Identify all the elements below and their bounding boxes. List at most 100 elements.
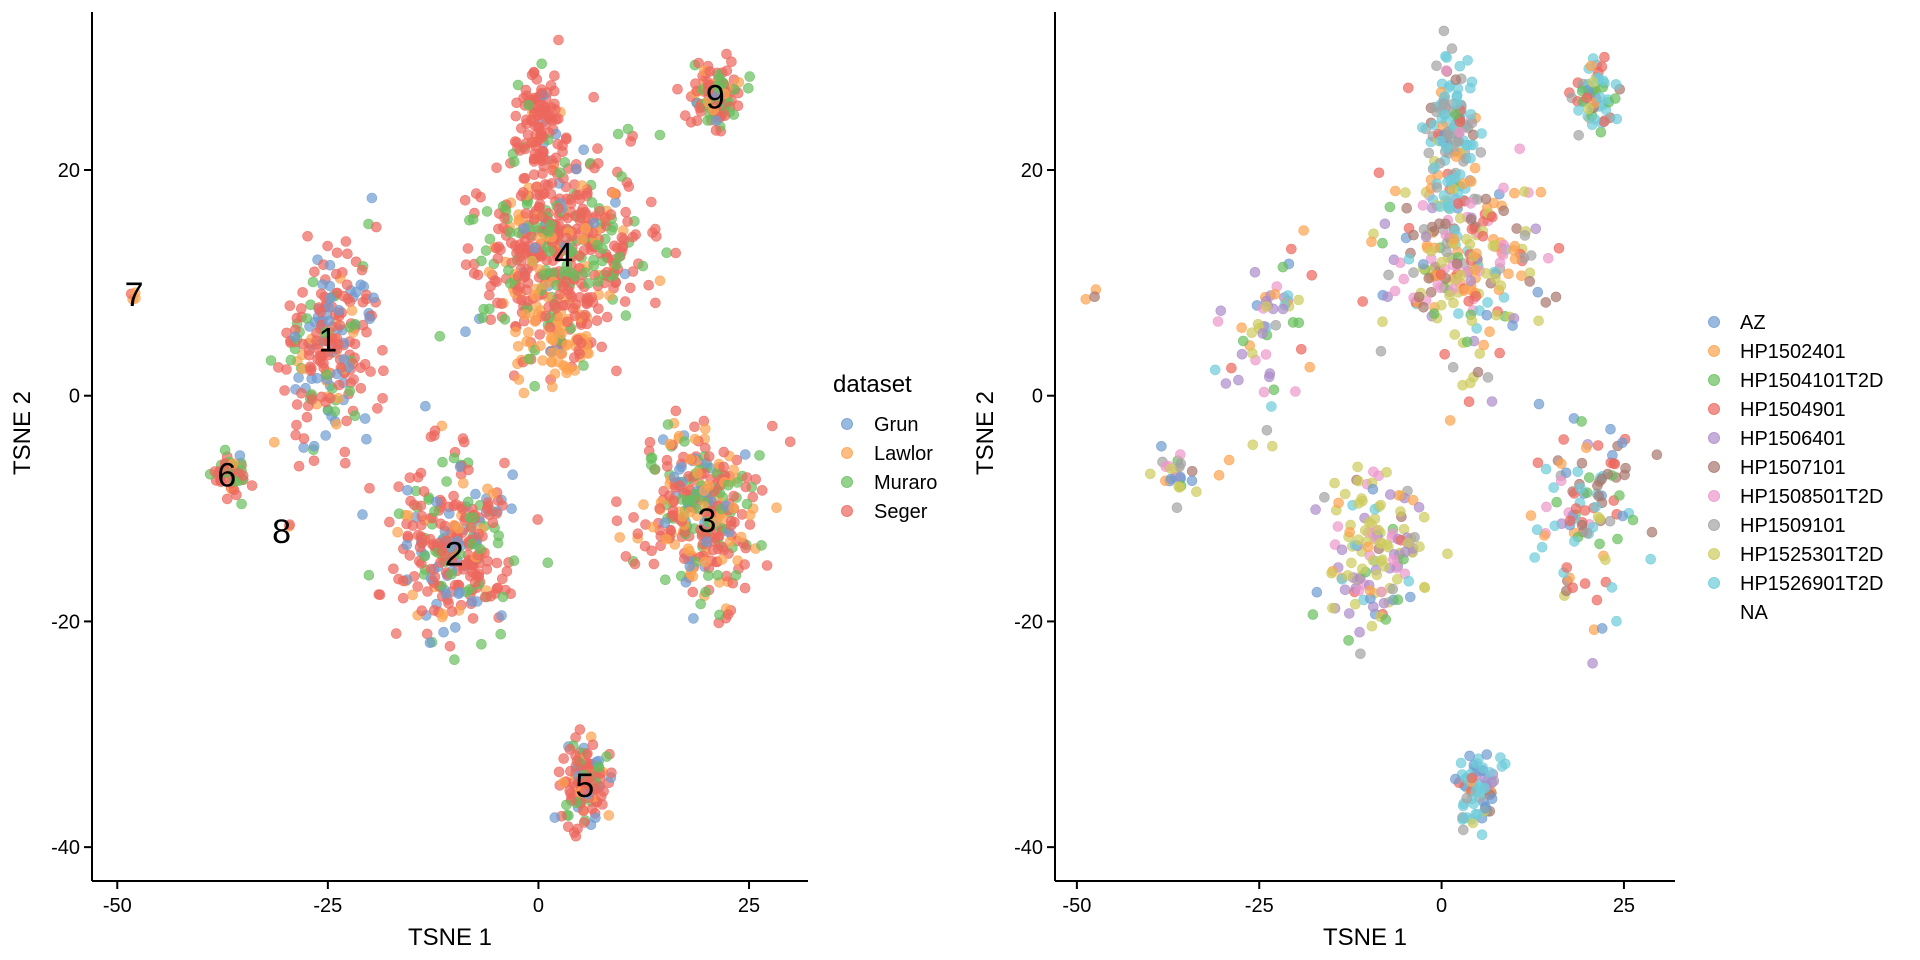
point-seger bbox=[586, 292, 598, 303]
point-hp1506401 bbox=[1236, 348, 1248, 360]
point-seger bbox=[416, 537, 428, 549]
point-hp1526901t2d bbox=[1440, 142, 1452, 154]
point-seger bbox=[756, 485, 768, 496]
point-hp1526901t2d bbox=[1458, 812, 1469, 824]
point-seger bbox=[459, 195, 471, 206]
point-muraro bbox=[700, 586, 711, 598]
point-hp1509101 bbox=[1446, 43, 1458, 54]
point-hp1525301t2d bbox=[1594, 513, 1606, 525]
point-hp1508501t2d bbox=[1394, 257, 1406, 269]
point-hp1525301t2d bbox=[1191, 486, 1202, 498]
point-seger bbox=[739, 559, 750, 570]
point-seger bbox=[342, 248, 353, 260]
point-muraro bbox=[542, 557, 554, 569]
point-seger bbox=[586, 803, 598, 815]
point-hp1508501t2d bbox=[1541, 501, 1552, 513]
point-hp1525301t2d bbox=[1373, 524, 1384, 536]
point-muraro bbox=[344, 385, 356, 397]
point-lawlor bbox=[546, 381, 558, 393]
point-seger bbox=[365, 366, 376, 377]
legend-label-muraro: Muraro bbox=[874, 472, 937, 494]
point-seger bbox=[582, 774, 593, 786]
point-seger bbox=[318, 358, 329, 369]
point-seger bbox=[562, 212, 574, 224]
point-seger bbox=[579, 309, 591, 321]
point-seger bbox=[331, 247, 343, 259]
right-scatter-points bbox=[1080, 25, 1663, 841]
point-hp1504901 bbox=[1558, 434, 1569, 445]
point-lawlor bbox=[549, 368, 561, 380]
point-seger bbox=[303, 349, 315, 361]
point-muraro bbox=[285, 354, 297, 366]
point-hp1506401 bbox=[1379, 218, 1391, 230]
point-seger bbox=[539, 102, 551, 113]
point-lawlor bbox=[546, 347, 558, 359]
point-seger bbox=[588, 783, 600, 794]
point-hp1526901t2d bbox=[1453, 308, 1464, 319]
point-seger bbox=[618, 234, 630, 245]
legend-label-na: NA bbox=[1740, 602, 1768, 624]
legend-swatch-seger bbox=[841, 505, 853, 517]
point-seger bbox=[702, 86, 714, 97]
point-az bbox=[1605, 423, 1616, 435]
point-hp1502401 bbox=[1450, 151, 1462, 162]
point-seger bbox=[515, 243, 527, 255]
point-hp1502401 bbox=[1503, 268, 1514, 280]
legend-swatch-lawlor bbox=[841, 447, 853, 459]
point-hp1502401 bbox=[1484, 326, 1495, 338]
point-seger bbox=[710, 125, 722, 136]
point-grun bbox=[438, 626, 449, 638]
point-hp1504901 bbox=[1452, 198, 1464, 209]
point-hp1502401 bbox=[1080, 293, 1092, 305]
point-seger bbox=[562, 316, 573, 328]
point-seger bbox=[246, 480, 258, 491]
point-az bbox=[1156, 440, 1167, 452]
point-hp1504101t2d bbox=[1343, 635, 1354, 646]
point-hp1526901t2d bbox=[1438, 190, 1450, 201]
point-seger bbox=[667, 509, 679, 521]
point-lawlor bbox=[577, 233, 589, 245]
point-seger bbox=[237, 470, 249, 481]
point-seger bbox=[611, 515, 623, 527]
point-seger bbox=[549, 70, 560, 81]
point-az bbox=[1405, 591, 1416, 603]
point-seger bbox=[569, 310, 581, 322]
point-hp1525301t2d bbox=[1419, 581, 1430, 593]
point-hp1508501t2d bbox=[1368, 466, 1379, 478]
legend-label-seger: Seger bbox=[874, 501, 928, 523]
point-hp1504901 bbox=[1494, 347, 1505, 359]
left-y-ticks: -40 -20 0 20 bbox=[51, 160, 92, 859]
point-grun bbox=[401, 539, 413, 551]
point-grun bbox=[333, 304, 345, 316]
left-x-ticks: -50 -25 0 25 bbox=[103, 881, 760, 917]
point-seger bbox=[532, 514, 544, 525]
point-seger bbox=[492, 253, 504, 264]
point-hp1506401 bbox=[1486, 396, 1498, 407]
point-hp1504101t2d bbox=[1612, 533, 1623, 545]
donor-legend: AZ HP1502401 HP1504101T2D HP1504901 HP150640… bbox=[1708, 312, 1883, 624]
left-scatter-points bbox=[125, 34, 796, 842]
point-seger bbox=[284, 519, 296, 531]
point-hp1504901 bbox=[1463, 396, 1475, 408]
point-grun bbox=[590, 812, 601, 824]
point-seger bbox=[560, 299, 571, 311]
point-hp1526901t2d bbox=[1476, 128, 1487, 139]
point-hp1504901 bbox=[1435, 269, 1447, 280]
point-grun bbox=[466, 596, 478, 607]
point-muraro bbox=[454, 548, 466, 560]
point-hp1525301t2d bbox=[1342, 570, 1354, 581]
point-hp1509101 bbox=[1355, 648, 1366, 660]
point-hp1508501t2d bbox=[1454, 127, 1465, 138]
point-seger bbox=[412, 581, 424, 592]
point-seger bbox=[416, 605, 428, 617]
legend-swatch-hp1526901t2d bbox=[1708, 577, 1720, 589]
point-seger bbox=[661, 454, 673, 466]
point-grun bbox=[298, 442, 310, 453]
point-hp1506401 bbox=[1344, 608, 1355, 619]
point-seger bbox=[364, 482, 375, 494]
point-lawlor bbox=[510, 326, 521, 338]
point-seger bbox=[324, 392, 336, 404]
point-seger bbox=[304, 361, 316, 373]
point-hp1508501t2d bbox=[1417, 200, 1429, 211]
